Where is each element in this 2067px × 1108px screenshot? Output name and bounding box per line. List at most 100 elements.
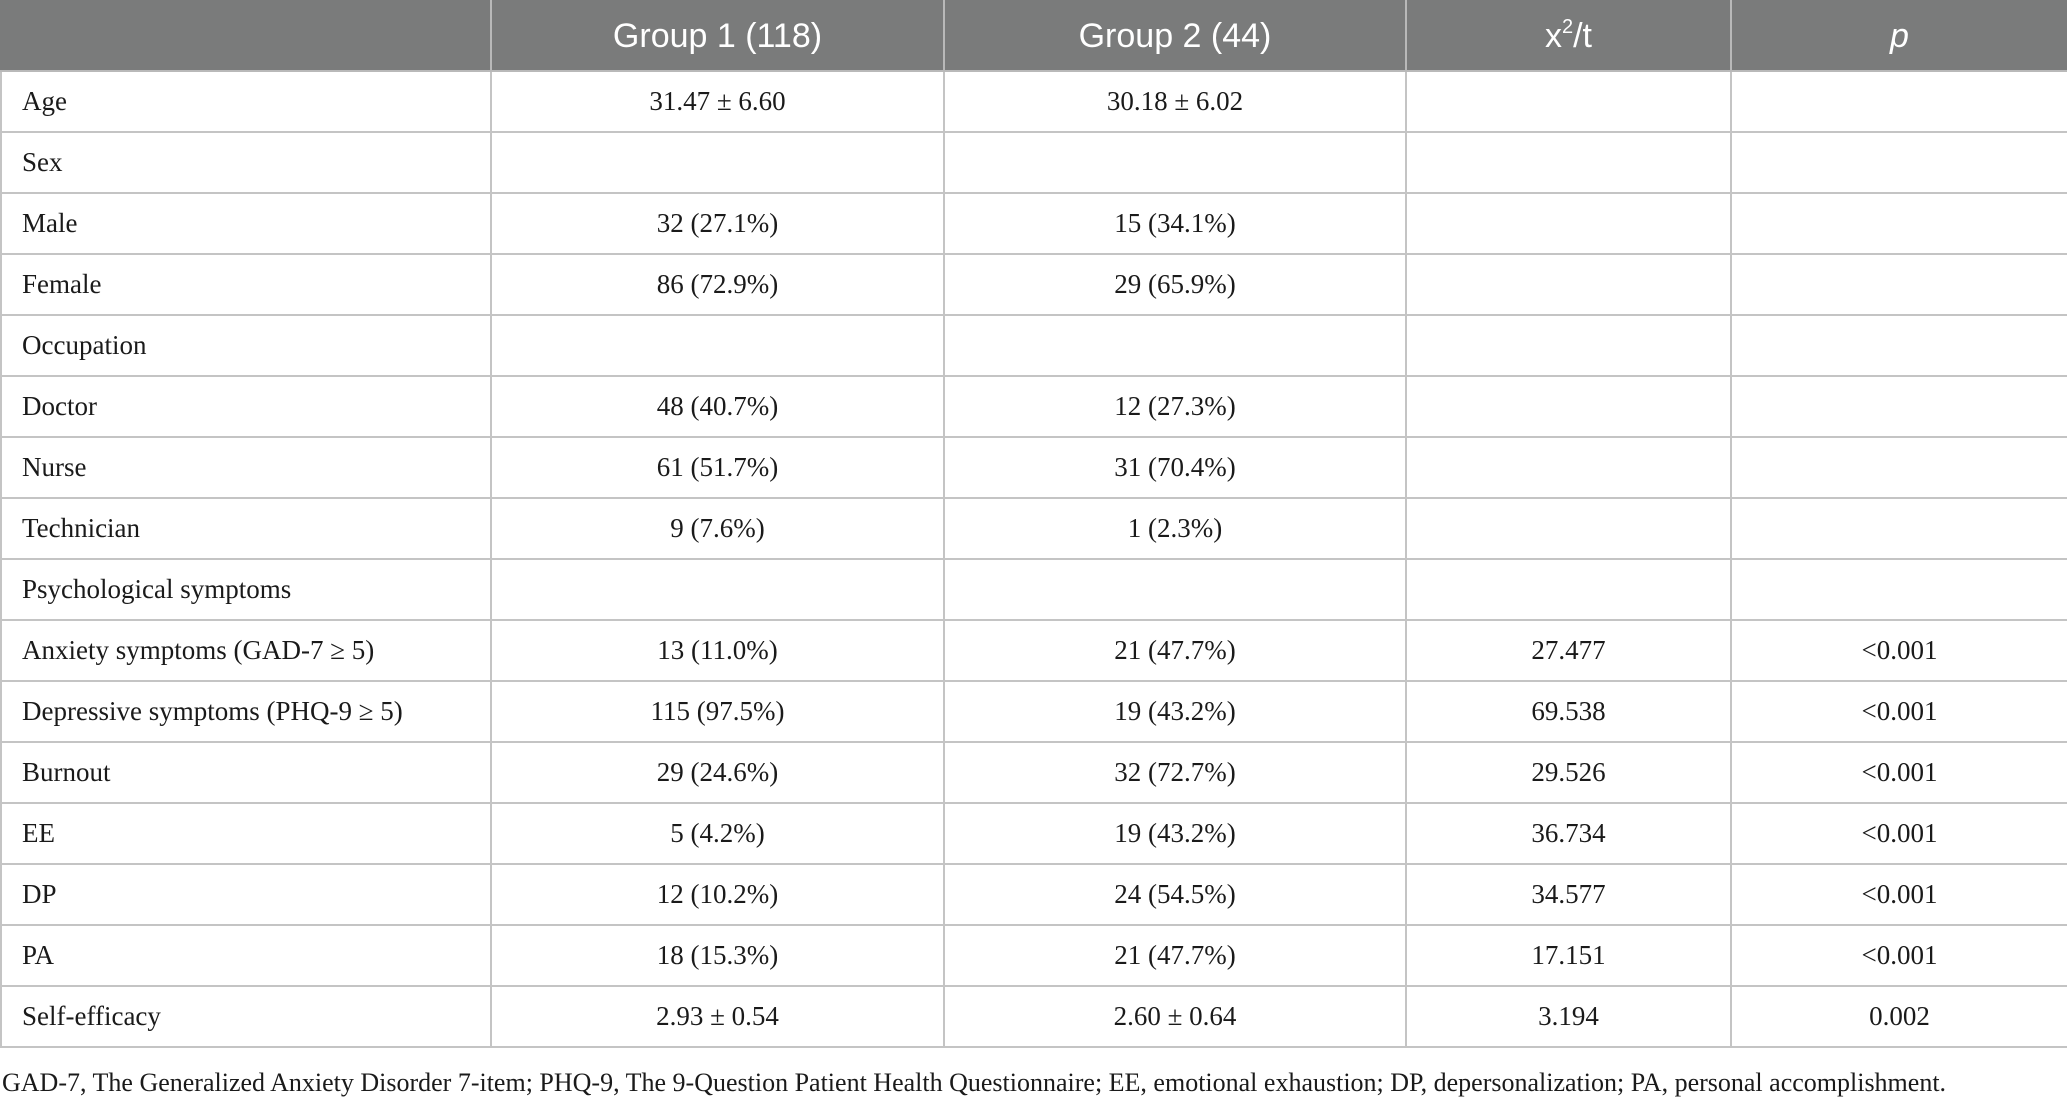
cell-group-1: 29 (24.6%) bbox=[490, 741, 945, 804]
cell-p-value: <0.001 bbox=[1730, 863, 2067, 926]
cell-p-value: <0.001 bbox=[1730, 802, 2067, 865]
header-group-2: Group 2 (44) bbox=[943, 0, 1407, 72]
cell-statistic bbox=[1405, 497, 1732, 560]
header-p-value-text: p bbox=[1890, 16, 1909, 55]
cell-statistic bbox=[1405, 192, 1732, 255]
table-row: Psychological symptoms bbox=[0, 558, 2067, 621]
cell-statistic bbox=[1405, 314, 1732, 377]
row-label: Technician bbox=[0, 497, 492, 560]
data-table: Group 1 (118) Group 2 (44) x2/t p Age 31.… bbox=[0, 0, 2067, 1048]
table-row: DP 12 (10.2%) 24 (54.5%) 34.577 <0.001 bbox=[0, 863, 2067, 926]
cell-statistic: 17.151 bbox=[1405, 924, 1732, 987]
cell-group-2 bbox=[943, 131, 1407, 194]
cell-group-2: 24 (54.5%) bbox=[943, 863, 1407, 926]
table-row: Burnout 29 (24.6%) 32 (72.7%) 29.526 <0.001 bbox=[0, 741, 2067, 804]
table-header-row: Group 1 (118) Group 2 (44) x2/t p bbox=[0, 0, 2067, 72]
row-label: Sex bbox=[0, 131, 492, 194]
cell-p-value bbox=[1730, 497, 2067, 560]
cell-group-1: 86 (72.9%) bbox=[490, 253, 945, 316]
cell-p-value bbox=[1730, 131, 2067, 194]
cell-p-value bbox=[1730, 436, 2067, 499]
cell-p-value: <0.001 bbox=[1730, 741, 2067, 804]
row-label: EE bbox=[0, 802, 492, 865]
row-label: Psychological symptoms bbox=[0, 558, 492, 621]
row-label: Doctor bbox=[0, 375, 492, 438]
cell-statistic bbox=[1405, 131, 1732, 194]
cell-group-1: 5 (4.2%) bbox=[490, 802, 945, 865]
cell-statistic bbox=[1405, 70, 1732, 133]
table-row: Doctor 48 (40.7%) 12 (27.3%) bbox=[0, 375, 2067, 438]
cell-group-2: 32 (72.7%) bbox=[943, 741, 1407, 804]
cell-statistic bbox=[1405, 375, 1732, 438]
header-group-1: Group 1 (118) bbox=[490, 0, 945, 72]
cell-p-value bbox=[1730, 192, 2067, 255]
row-label: Nurse bbox=[0, 436, 492, 499]
cell-group-2: 2.60 ± 0.64 bbox=[943, 985, 1407, 1048]
table-row: Anxiety symptoms (GAD-7 ≥ 5) 13 (11.0%) 21… bbox=[0, 619, 2067, 682]
cell-group-1 bbox=[490, 314, 945, 377]
cell-statistic bbox=[1405, 436, 1732, 499]
cell-group-2: 30.18 ± 6.02 bbox=[943, 70, 1407, 133]
table-row: Nurse 61 (51.7%) 31 (70.4%) bbox=[0, 436, 2067, 499]
cell-p-value bbox=[1730, 375, 2067, 438]
row-label: DP bbox=[0, 863, 492, 926]
cell-group-2: 15 (34.1%) bbox=[943, 192, 1407, 255]
cell-p-value bbox=[1730, 558, 2067, 621]
cell-statistic: 34.577 bbox=[1405, 863, 1732, 926]
row-label: Age bbox=[0, 70, 492, 133]
cell-p-value: <0.001 bbox=[1730, 680, 2067, 743]
table-row: Occupation bbox=[0, 314, 2067, 377]
cell-p-value: <0.001 bbox=[1730, 619, 2067, 682]
cell-p-value bbox=[1730, 314, 2067, 377]
cell-statistic: 29.526 bbox=[1405, 741, 1732, 804]
header-statistic-rest: /t bbox=[1573, 16, 1593, 55]
cell-group-2 bbox=[943, 558, 1407, 621]
cell-group-2: 1 (2.3%) bbox=[943, 497, 1407, 560]
cell-statistic: 27.477 bbox=[1405, 619, 1732, 682]
header-label-column bbox=[0, 0, 492, 72]
cell-group-2 bbox=[943, 314, 1407, 377]
table-row: Female 86 (72.9%) 29 (65.9%) bbox=[0, 253, 2067, 316]
cell-group-1: 12 (10.2%) bbox=[490, 863, 945, 926]
table-row: Sex bbox=[0, 131, 2067, 194]
cell-statistic bbox=[1405, 253, 1732, 316]
cell-group-2: 12 (27.3%) bbox=[943, 375, 1407, 438]
row-label: Self-efficacy bbox=[0, 985, 492, 1048]
table-row: Age 31.47 ± 6.60 30.18 ± 6.02 bbox=[0, 70, 2067, 133]
table-body: Age 31.47 ± 6.60 30.18 ± 6.02 Sex Male 32 (27… bbox=[0, 70, 2067, 1048]
cell-group-1: 115 (97.5%) bbox=[490, 680, 945, 743]
table-row: EE 5 (4.2%) 19 (43.2%) 36.734 <0.001 bbox=[0, 802, 2067, 865]
cell-group-1 bbox=[490, 131, 945, 194]
cell-group-1: 48 (40.7%) bbox=[490, 375, 945, 438]
row-label: Depressive symptoms (PHQ-9 ≥ 5) bbox=[0, 680, 492, 743]
header-statistic-superscript: 2 bbox=[1561, 15, 1574, 38]
cell-p-value bbox=[1730, 70, 2067, 133]
header-p-value: p bbox=[1730, 0, 2067, 72]
header-statistic: x2/t bbox=[1405, 0, 1732, 72]
cell-statistic: 69.538 bbox=[1405, 680, 1732, 743]
table-row: PA 18 (15.3%) 21 (47.7%) 17.151 <0.001 bbox=[0, 924, 2067, 987]
table-row: Depressive symptoms (PHQ-9 ≥ 5) 115 (97.5… bbox=[0, 680, 2067, 743]
table-row: Male 32 (27.1%) 15 (34.1%) bbox=[0, 192, 2067, 255]
header-statistic-base: x bbox=[1544, 16, 1562, 55]
cell-group-2: 21 (47.7%) bbox=[943, 924, 1407, 987]
cell-statistic: 36.734 bbox=[1405, 802, 1732, 865]
row-label: PA bbox=[0, 924, 492, 987]
row-label: Anxiety symptoms (GAD-7 ≥ 5) bbox=[0, 619, 492, 682]
cell-statistic: 3.194 bbox=[1405, 985, 1732, 1048]
cell-group-2: 19 (43.2%) bbox=[943, 802, 1407, 865]
table-footnote: GAD-7, The Generalized Anxiety Disorder … bbox=[2, 1068, 1947, 1097]
cell-group-1: 13 (11.0%) bbox=[490, 619, 945, 682]
cell-p-value bbox=[1730, 253, 2067, 316]
table-row: Self-efficacy 2.93 ± 0.54 2.60 ± 0.64 3.194… bbox=[0, 985, 2067, 1048]
cell-group-1: 31.47 ± 6.60 bbox=[490, 70, 945, 133]
row-label: Occupation bbox=[0, 314, 492, 377]
cell-group-2: 19 (43.2%) bbox=[943, 680, 1407, 743]
cell-group-1 bbox=[490, 558, 945, 621]
cell-p-value: <0.001 bbox=[1730, 924, 2067, 987]
cell-p-value: 0.002 bbox=[1730, 985, 2067, 1048]
cell-group-2: 29 (65.9%) bbox=[943, 253, 1407, 316]
cell-statistic bbox=[1405, 558, 1732, 621]
cell-group-1: 61 (51.7%) bbox=[490, 436, 945, 499]
cell-group-2: 31 (70.4%) bbox=[943, 436, 1407, 499]
